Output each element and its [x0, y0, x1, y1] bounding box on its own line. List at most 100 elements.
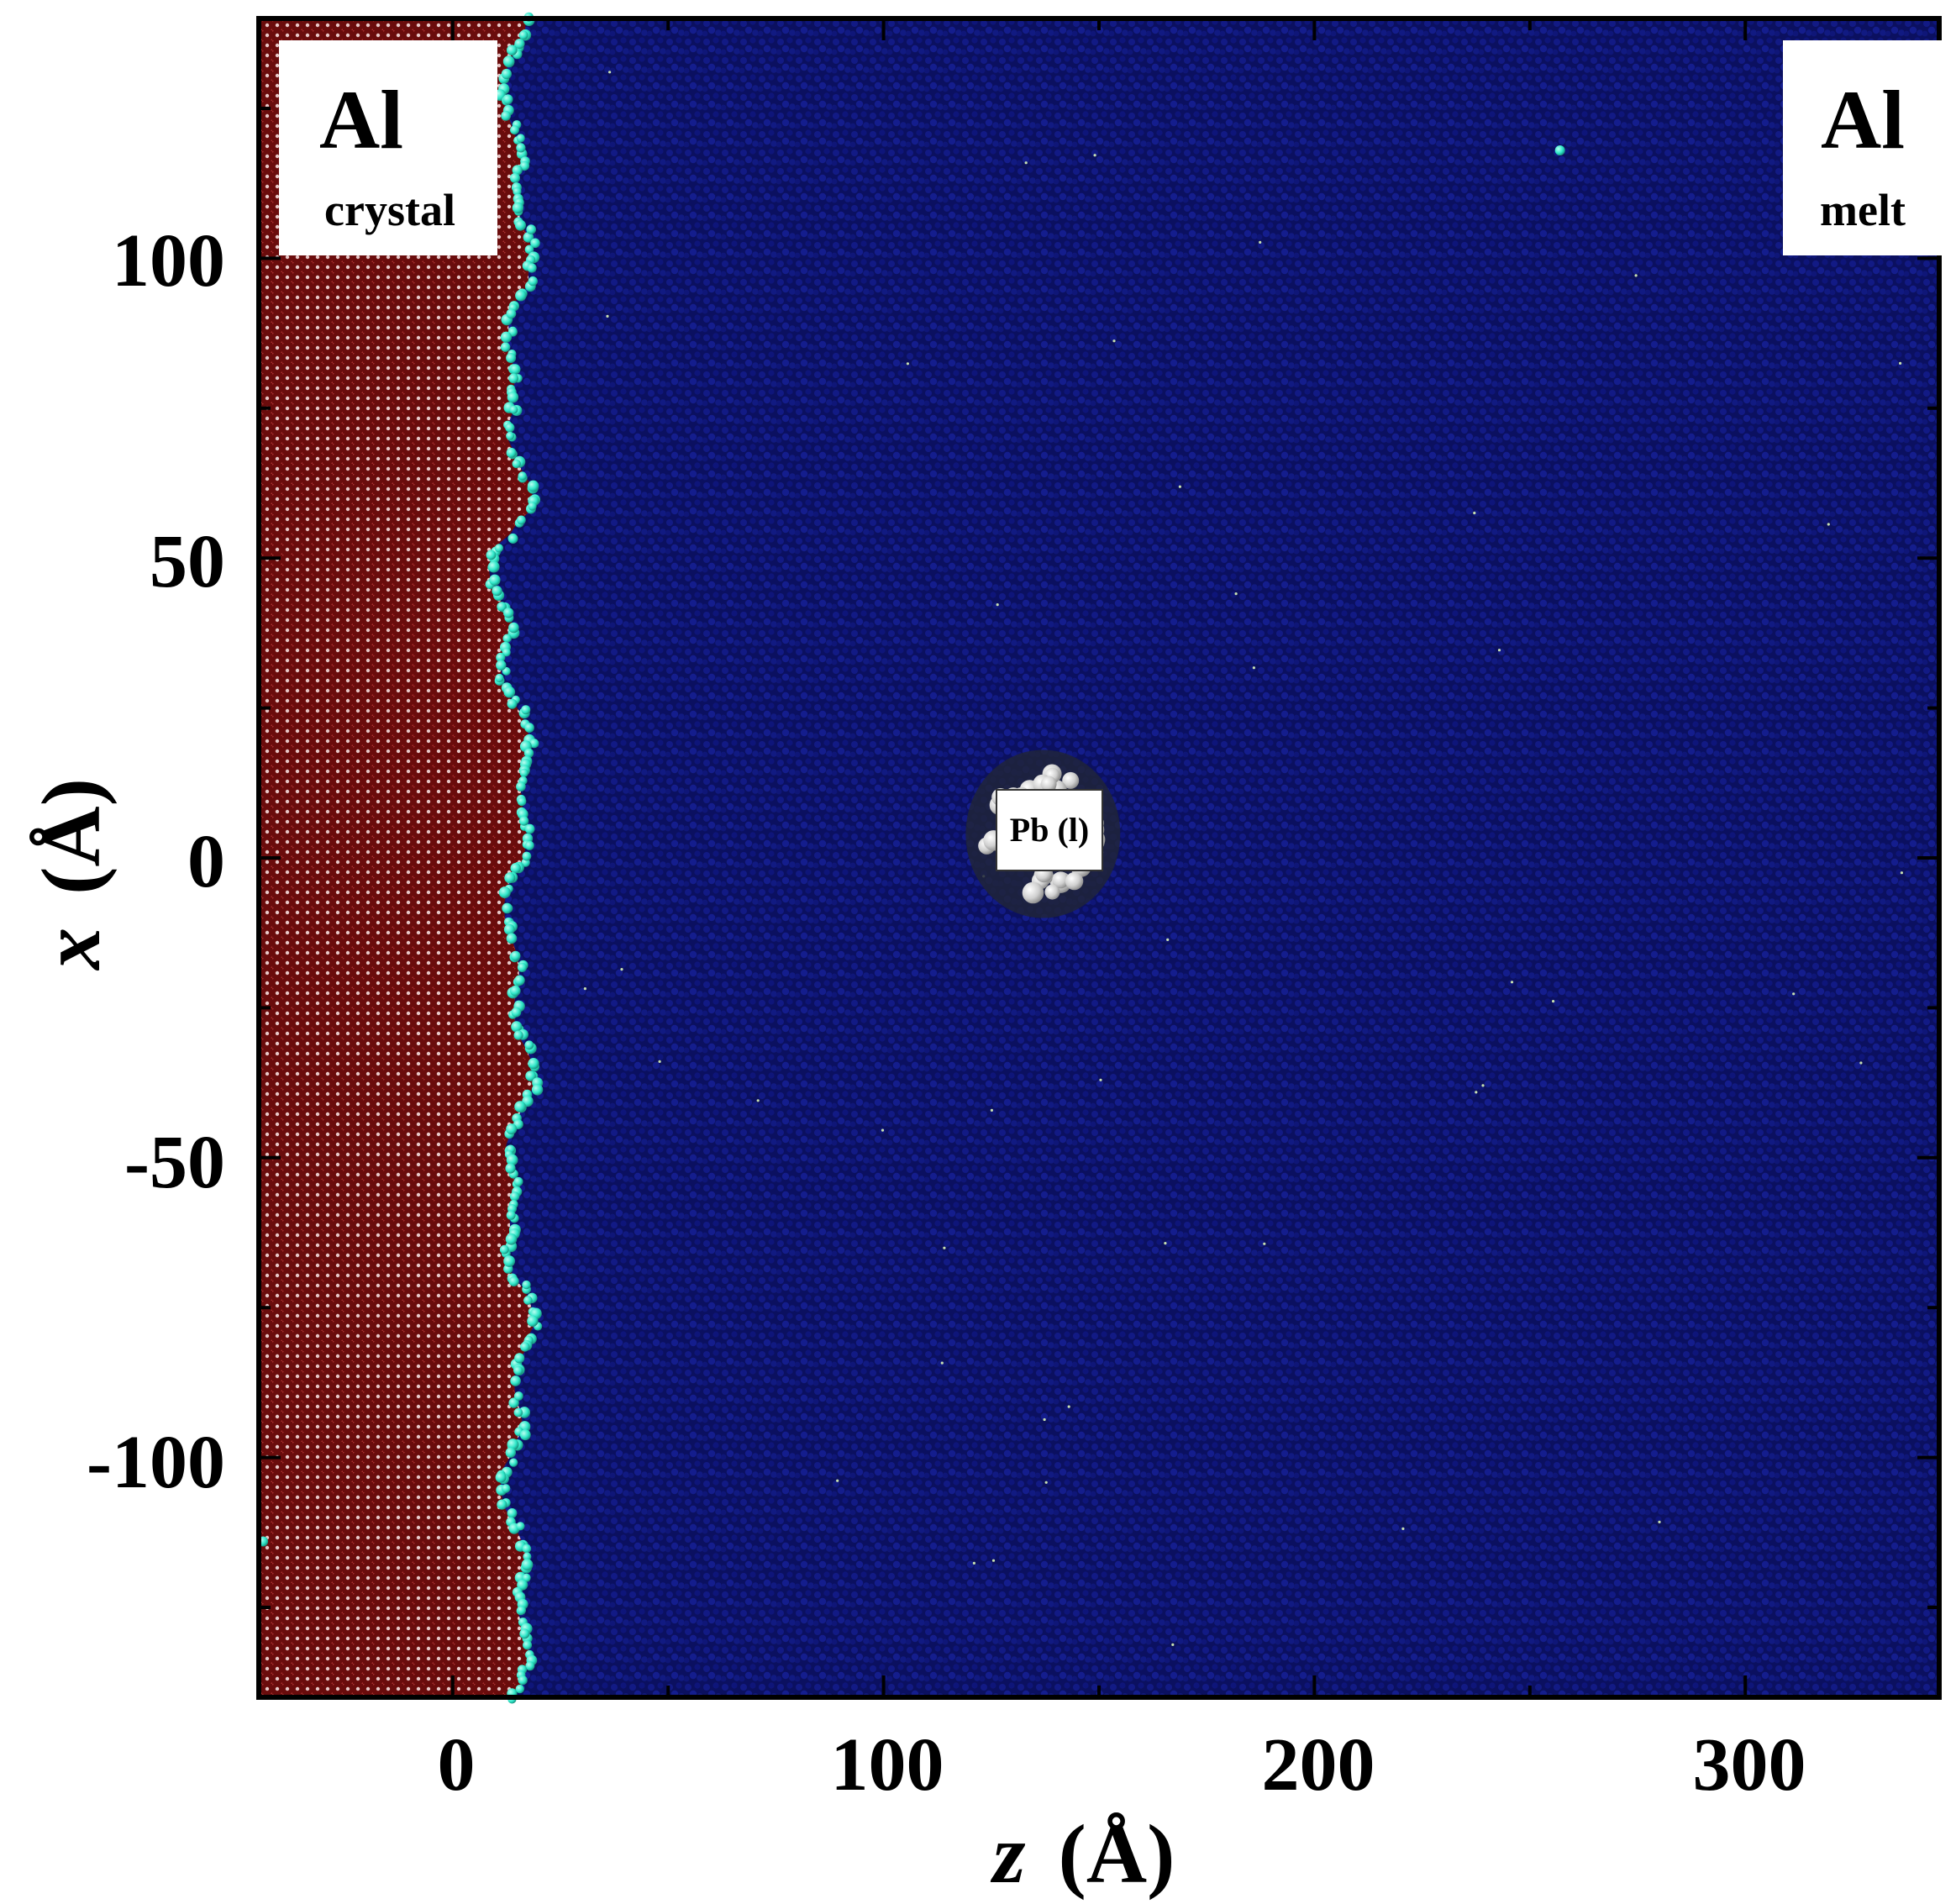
interface-atom	[527, 480, 539, 492]
interface-atom	[521, 705, 531, 715]
interface-atom	[496, 652, 506, 663]
interface-atom	[499, 1244, 509, 1254]
interface-atom	[517, 962, 528, 972]
melt-speck	[1178, 485, 1181, 488]
interface-atom	[529, 739, 539, 749]
melt-speck	[1859, 1061, 1863, 1065]
interface-atom	[504, 872, 516, 884]
melt-speck	[943, 1246, 946, 1249]
interface-atom	[510, 985, 521, 997]
melt-speck	[990, 1108, 993, 1112]
melt-speck	[1475, 1091, 1478, 1094]
melt-speck	[1259, 240, 1262, 244]
interface-atom	[505, 1233, 518, 1245]
interface-atom	[514, 39, 525, 50]
interface-atom	[487, 560, 500, 573]
melt-speck	[756, 1099, 760, 1102]
interface-atom	[512, 459, 521, 469]
interface-atom	[516, 781, 526, 792]
interface-atom	[524, 723, 534, 733]
y-tick-label: 0	[187, 820, 225, 903]
interface-atom	[517, 797, 527, 807]
melt-specks	[583, 71, 1903, 1646]
x-tick-labels: 0 100 200 300	[438, 1723, 1806, 1807]
interface-atom	[507, 45, 518, 55]
interface-atom	[510, 863, 521, 874]
interface-atom	[513, 1365, 523, 1375]
y-axis-title: x (Å)	[24, 778, 118, 971]
interface-atom	[505, 1163, 516, 1174]
interface-atom	[502, 648, 511, 657]
interface-atom	[524, 1040, 534, 1050]
interface-atom	[518, 30, 528, 40]
melt-speck	[1658, 1520, 1661, 1523]
melt-label-title: Al	[1821, 73, 1905, 166]
interface-atom	[501, 68, 513, 80]
x-tick-label: 100	[831, 1723, 944, 1807]
interface-atom	[513, 1176, 523, 1186]
melt-speck	[1552, 1000, 1555, 1003]
interface-atom	[508, 1276, 519, 1286]
interface-atom	[502, 55, 515, 67]
interface-atom	[514, 975, 525, 986]
x-tick-label: 0	[438, 1723, 476, 1807]
melt-speck	[1112, 339, 1116, 343]
interface-atom	[502, 634, 512, 643]
melt-speck	[1473, 511, 1476, 515]
interface-atom	[524, 245, 534, 255]
interface-atom	[526, 224, 536, 234]
interface-atom	[521, 1559, 534, 1571]
interface-atom	[497, 1499, 507, 1510]
interface-atom	[505, 1447, 516, 1459]
melt-speck	[1067, 1405, 1070, 1408]
interface-atom	[511, 1007, 522, 1018]
pb-atom	[1065, 871, 1084, 891]
melt-speck	[1827, 523, 1830, 526]
interface-atom	[508, 1397, 519, 1408]
interface-atom	[507, 534, 518, 544]
pb-atom	[1040, 776, 1057, 792]
melt-speck	[1171, 1643, 1175, 1646]
melt-speck	[1900, 871, 1903, 875]
interface-atom	[516, 143, 526, 153]
interface-atom	[524, 840, 534, 850]
melt-speck	[658, 1060, 661, 1063]
interface-atom	[528, 276, 538, 287]
melt-speck	[881, 1128, 885, 1132]
interface-atom	[500, 331, 513, 343]
pb-atom	[1052, 871, 1070, 889]
pb-atom	[1044, 884, 1060, 900]
interface-atom	[494, 544, 504, 553]
interface-atoms	[258, 12, 1565, 1704]
melt-speck	[991, 1559, 996, 1562]
interface-atom	[516, 134, 525, 143]
interface-atom	[517, 515, 526, 525]
y-tick-labels: 100 50 0 -50 -100	[87, 219, 225, 1504]
interface-atom	[495, 1471, 507, 1483]
interface-atom	[502, 902, 513, 914]
interface-atom	[500, 342, 511, 352]
melt-speck	[620, 968, 623, 971]
interface-atom	[522, 1280, 531, 1290]
interface-atom	[523, 748, 534, 758]
interface-atom	[514, 1353, 525, 1364]
interface-atom	[508, 622, 519, 634]
melt-speck	[906, 362, 909, 366]
interface-atom	[497, 602, 507, 612]
interface-atom	[513, 1407, 523, 1417]
interface-atom	[502, 1484, 511, 1493]
melt-speck	[1252, 666, 1255, 670]
interface-atom	[515, 219, 526, 231]
crystal-label-subtitle: crystal	[324, 185, 455, 235]
interface-atom	[492, 586, 502, 597]
axis-ticks	[259, 18, 1939, 1697]
melt-speck	[972, 1561, 975, 1565]
plot-area	[256, 12, 1942, 1704]
y-axis-unit: (Å)	[24, 778, 118, 895]
interface-atom	[510, 364, 521, 375]
interface-atom	[513, 1030, 523, 1040]
pb-label-box: Pb (l)	[996, 789, 1103, 871]
interface-atom	[523, 232, 534, 243]
interface-atom	[519, 160, 530, 171]
interface-atom	[516, 1522, 525, 1531]
